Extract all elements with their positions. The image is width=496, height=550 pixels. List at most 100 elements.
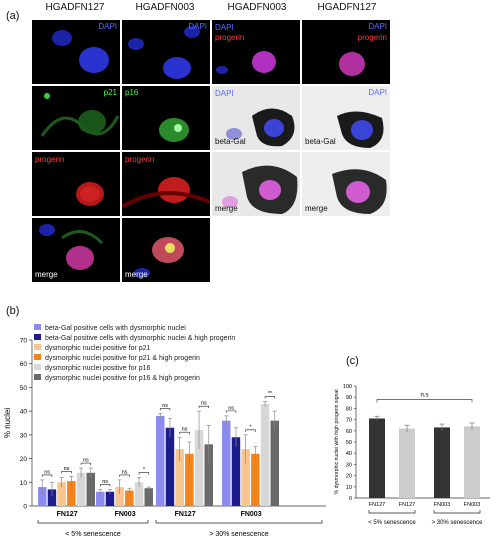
bar [369,418,385,498]
category-label: FN127 [175,511,196,518]
bar [464,426,480,498]
group-label: < 5% senescence [65,531,121,538]
label-merge: merge [215,204,238,213]
y-tick-label: 70 [20,338,28,345]
chart-b: beta-Gal positive cells with dysmorphic … [3,324,326,538]
significance-label: * [143,467,146,473]
col-header-2: HGADFN003 [135,2,195,13]
legend-swatch [34,344,41,350]
micrograph-progerin-fn003: progerin [122,152,210,216]
bar [105,491,115,506]
micrograph-p16-fn003: p16 [122,86,210,150]
label-dapi: DAPI [368,22,387,31]
y-tick-label: 50 [20,385,28,392]
y-tick-label: 0 [349,496,352,502]
significance-bracket [80,462,92,466]
group-bracket [433,510,481,514]
significance-bracket [264,396,276,399]
legend-swatch [34,334,41,340]
bar [251,453,260,506]
y-axis-label: % nuclei [3,408,12,438]
label-p16: p16 [125,88,139,97]
significance-bracket [138,472,150,475]
category-label: FN127 [399,502,416,508]
bar [399,428,415,498]
significance-label: * [249,424,252,430]
micrograph-p21-fn127: p21 [32,86,120,150]
col-header-4: HGADFN127 [317,2,377,13]
significance-label: ns [182,427,188,433]
bar [144,488,153,506]
significance-label: ns [228,405,234,411]
y-tick-label: 10 [20,480,28,487]
label-progerin: progerin [35,155,65,164]
y-tick-label: 20 [346,474,352,480]
micrograph-dapi-betagal-fn127: DAPI beta-Gal [302,86,390,150]
legend-swatch [34,324,41,330]
legend-swatch [34,354,41,360]
group-bracket [155,520,323,524]
chart-c: 0 10 20 30 40 50 60 70 80 90 100% dysmorphic nucle… [334,384,490,526]
y-tick-label: 90 [346,395,352,401]
panel-c-letter: (c) [346,355,359,367]
label-progerin: progerin [357,33,387,42]
micrograph-merge-col3: merge [212,152,300,216]
significance-bracket [376,399,473,403]
significance-label: ns [44,469,50,475]
group-bracket [368,510,416,514]
bar [134,482,144,506]
micrograph-merge-fn127: merge [32,218,120,282]
col-header-3: HGADFN003 [227,2,287,13]
panel-a-letter: (a) [6,10,20,22]
label-merge: merge [305,204,328,213]
micrograph-merge-fn003: merge [122,218,210,282]
label-dapi: DAPI [215,89,234,98]
significance-bracket [41,474,53,477]
col-header-1: HGADFN127 [45,2,105,13]
legend-label: dysmorphic nuclei positive for p21 [45,345,151,352]
label-merge: merge [125,270,148,279]
bar [47,489,57,506]
y-tick-label: 40 [346,451,352,457]
bar [38,487,47,506]
bar [231,437,241,506]
category-label: FN003 [434,502,451,508]
significance-bracket [179,431,190,435]
bar [96,491,105,506]
bar [241,449,250,506]
bar [57,482,66,506]
y-tick-label: 50 [346,440,352,446]
y-tick-label: 10 [346,485,352,491]
y-tick-label: 30 [346,462,352,468]
legend-swatch [34,364,41,370]
y-tick-label: 20 [20,456,28,463]
y-tick-label: 40 [20,409,28,416]
bar [156,415,165,506]
legend-label: beta-Gal positive cells with dysmorphic … [45,325,186,332]
significance-bracket [159,408,171,411]
group-label: < 5% senescence [368,520,416,526]
significance-label: n.s [420,392,428,398]
panel-b-letter: (b) [6,305,20,317]
significance-bracket [198,405,210,409]
label-progerin: progerin [125,155,155,164]
group-label: > 30% senescence [209,531,268,538]
significance-bracket [61,471,72,474]
bar [434,427,450,498]
micrograph-dapi-progerin-fn003: DAPI progerin [212,20,300,84]
category-label: FN127 [369,502,386,508]
y-tick-label: 60 [346,429,352,435]
significance-bracket [99,484,111,487]
legend-label: dysmorphic nuclei positive for p21 & hig… [45,355,200,362]
micrograph-dapi-fn127: DAPI [32,20,120,84]
group-bracket [37,520,149,524]
bar [222,420,231,506]
y-axis-label: % dysmorphic nuclei with high progerin s… [334,390,340,495]
legend-label: beta-Gal positive cells with dysmorphic … [45,335,235,342]
bar [185,453,194,506]
y-tick-label: 70 [346,418,352,424]
micrograph-dapi-progerin-fn127: DAPI progerin [302,20,390,84]
category-label: FN003 [464,502,481,508]
significance-label: ns [201,401,207,407]
significance-label: ns [162,403,168,409]
